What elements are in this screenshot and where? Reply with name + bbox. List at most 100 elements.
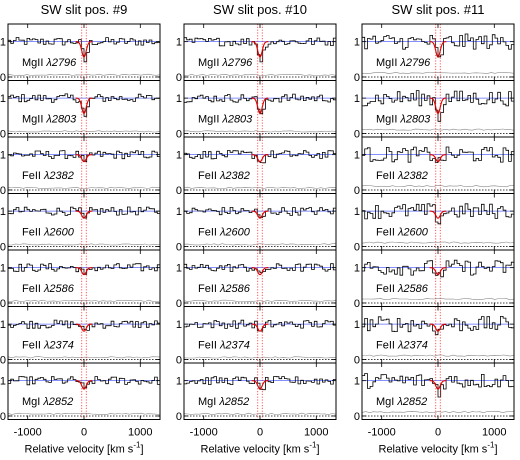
- fit-line: [75, 154, 93, 163]
- spectrum-line: [184, 93, 337, 115]
- fit-line: [429, 41, 447, 59]
- ion-name: FeII: [376, 283, 395, 295]
- fit-line: [75, 210, 93, 219]
- spectrum-line: [184, 207, 337, 218]
- fit-line: [251, 323, 269, 332]
- panel-frame: [183, 136, 337, 194]
- y-tick-label: 0: [0, 411, 6, 423]
- panel-feii-2374: 0 1 FeII λ2374: [0, 306, 161, 366]
- wavelength: λ2796: [399, 57, 431, 69]
- spectrum-line: [362, 316, 515, 336]
- panel-feii-2600: 0 1 FeII λ2600: [354, 193, 515, 253]
- ion-name: FeII: [198, 283, 217, 295]
- y-tick-label: 1: [176, 319, 182, 331]
- panel-frame: [183, 193, 337, 251]
- y-tick-label: 1: [354, 93, 360, 105]
- error-spectrum: [183, 130, 337, 133]
- wavelength: λ2586: [397, 283, 429, 295]
- error-spectrum: [361, 354, 515, 357]
- ion-name: FeII: [22, 227, 41, 239]
- fit-line: [251, 380, 269, 390]
- column-title: SW slit pos. #11: [392, 2, 485, 17]
- transition-label: FeII λ2374: [376, 340, 428, 352]
- fit-line: [429, 380, 447, 390]
- ion-name: MgII: [22, 114, 43, 126]
- y-tick-label: 1: [176, 150, 182, 162]
- wavelength: λ2796: [45, 57, 77, 69]
- error-spectrum: [7, 299, 161, 302]
- panel-frame: [183, 249, 337, 307]
- spectrum-line: [184, 37, 337, 63]
- x-tick-label: -1000: [190, 427, 218, 439]
- error-spectrum: [361, 241, 515, 244]
- panel-frame: [7, 249, 161, 307]
- y-tick-label: 1: [176, 263, 182, 275]
- fit-line: [75, 323, 93, 332]
- ion-name: MgII: [22, 57, 43, 69]
- transition-label: FeII λ2600: [22, 227, 75, 239]
- wavelength: λ2586: [219, 283, 251, 295]
- y-tick-label: 1: [176, 376, 182, 388]
- ion-name: FeII: [198, 340, 217, 352]
- wavelength: λ2803: [221, 114, 253, 126]
- ion-name: FeII: [22, 283, 41, 295]
- spectrum-line: [8, 37, 161, 63]
- y-tick-label: 0: [176, 128, 182, 140]
- wavelength: λ2382: [219, 170, 250, 182]
- transition-label: MgII λ2796: [22, 57, 77, 69]
- error-spectrum: [7, 412, 161, 415]
- panel-frame: [7, 136, 161, 194]
- y-tick-label: 0: [0, 354, 6, 366]
- y-tick-label: 0: [176, 72, 182, 84]
- error-spectrum: [361, 128, 515, 131]
- y-tick-label: 0: [354, 298, 360, 310]
- panel-frame: [7, 306, 161, 364]
- y-tick-label: 0: [176, 298, 182, 310]
- y-tick-label: 1: [354, 150, 360, 162]
- x-axis-label: Relative velocity [km s-1]: [25, 441, 144, 456]
- fit-line: [75, 380, 93, 390]
- panel-feii-2382: 0 1 FeII λ2382: [176, 136, 337, 197]
- ion-name: MgII: [198, 114, 219, 126]
- x-axis-label-sup: -1: [487, 441, 495, 450]
- wavelength: λ2803: [399, 114, 431, 126]
- y-tick-label: 0: [176, 354, 182, 366]
- spectrum-line: [362, 33, 515, 58]
- y-tick-label: 0: [354, 72, 360, 84]
- ion-name: FeII: [22, 340, 41, 352]
- fit-line: [75, 97, 93, 115]
- error-spectrum: [7, 356, 161, 359]
- error-spectrum: [361, 185, 515, 188]
- x-tick-label: 1000: [482, 427, 506, 439]
- wavelength: λ2586: [43, 283, 75, 295]
- panel-frame: [7, 193, 161, 251]
- panel-mgi-2852: 0 1 MgI λ2852: [0, 362, 161, 423]
- x-axis-label-text: Relative velocity [km s: [201, 444, 310, 456]
- error-spectrum: [183, 356, 337, 359]
- transition-label: MgII λ2803: [198, 114, 253, 126]
- spectrum-line: [8, 319, 161, 331]
- wavelength: λ2374: [219, 340, 250, 352]
- y-tick-label: 1: [354, 206, 360, 218]
- transition-label: FeII λ2374: [22, 340, 74, 352]
- spectrum-line: [8, 150, 161, 162]
- x-tick-label: 0: [81, 427, 87, 439]
- column-title: SW slit pos. #9: [41, 2, 128, 17]
- y-tick-label: 1: [176, 93, 182, 105]
- x-axis-label-sup: -1: [133, 441, 141, 450]
- ion-name: MgII: [376, 114, 397, 126]
- error-spectrum: [361, 298, 515, 301]
- y-tick-label: 1: [0, 150, 6, 162]
- ion-name: FeII: [376, 170, 395, 182]
- ion-name: FeII: [376, 340, 395, 352]
- y-tick-label: 0: [176, 241, 182, 253]
- ion-name: MgII: [198, 57, 219, 69]
- transition-label: FeII λ2374: [198, 340, 250, 352]
- panel-mgi-2852: 0 1 MgI λ2852: [176, 362, 337, 423]
- ion-name: FeII: [22, 170, 41, 182]
- y-tick-label: 0: [354, 128, 360, 140]
- fit-line: [251, 41, 269, 59]
- y-tick-label: 1: [0, 319, 6, 331]
- x-axis-label: Relative velocity [km s-1]: [379, 441, 498, 456]
- panel-feii-2382: 0 1 FeII λ2382: [0, 136, 161, 197]
